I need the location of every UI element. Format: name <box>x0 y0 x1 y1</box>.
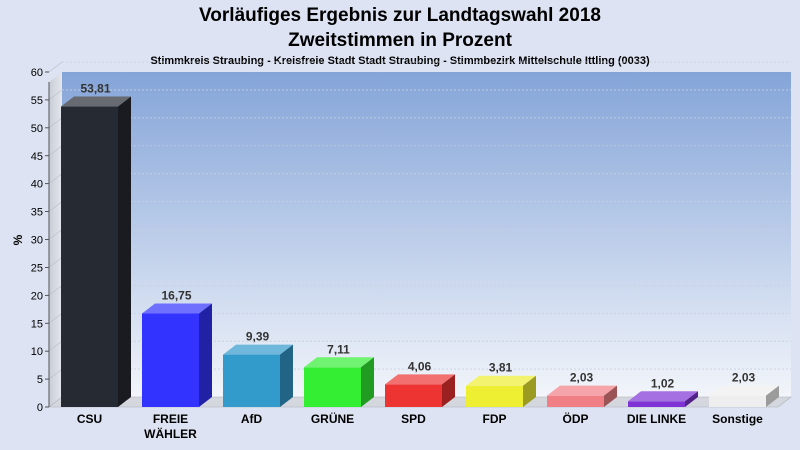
bar <box>385 374 455 407</box>
data-label: 53,81 <box>80 82 110 96</box>
gridline-side <box>48 368 63 380</box>
x-tick-label: DIE LINKE <box>627 412 686 426</box>
data-label: 2,03 <box>570 371 594 385</box>
x-tick-label: FREIE WÄHLER <box>144 412 197 441</box>
y-tick-label: 5 <box>37 374 43 386</box>
bar <box>304 357 374 407</box>
gridline-side <box>48 61 63 73</box>
bar-side <box>604 385 617 407</box>
bar-side <box>766 385 779 407</box>
bar-front <box>223 354 280 407</box>
bar-front <box>547 395 604 407</box>
bar-side <box>523 375 536 407</box>
gridline-side <box>48 340 63 352</box>
y-tick-label: 25 <box>31 262 43 274</box>
bar-side <box>199 303 212 407</box>
gridline-side <box>48 257 63 268</box>
bar-front <box>385 384 442 407</box>
bar-top <box>142 303 212 314</box>
gridline-side <box>48 285 63 296</box>
bar-top <box>223 344 293 355</box>
bar-side <box>280 344 293 407</box>
y-tick-label: 55 <box>31 95 43 107</box>
bar-side <box>685 391 698 407</box>
y-tick-label: 10 <box>31 346 43 358</box>
gridline-side <box>48 89 63 101</box>
bar-top <box>628 391 698 402</box>
data-label: 9,39 <box>246 330 270 344</box>
x-tick-label: FDP <box>483 412 507 426</box>
plot-area: 0 5 10 15 20 25 30 35 40 45 50 55 60 53,81 CSU 16,75 FRE… <box>31 61 792 441</box>
y-tick-label: 40 <box>31 179 43 191</box>
y-tick-label: 30 <box>31 235 43 247</box>
gridline-side <box>48 313 63 324</box>
bar <box>709 385 779 407</box>
data-label: 2,03 <box>732 371 756 385</box>
bar-front <box>304 367 361 407</box>
data-label: 3,81 <box>489 361 513 375</box>
gridline-side <box>48 173 63 184</box>
bar-front <box>628 401 685 407</box>
gridline-side <box>48 201 63 212</box>
gridline-side <box>48 229 63 240</box>
y-tick-label: 35 <box>31 207 43 219</box>
bar <box>61 96 131 407</box>
bar-front <box>61 106 118 407</box>
chart-subtitle: Zweitstimmen in Prozent <box>288 30 512 51</box>
x-tick-label: AfD <box>241 412 263 426</box>
bar-top <box>304 357 374 368</box>
y-tick-label: 45 <box>31 151 43 163</box>
chart-title: Vorläufiges Ergebnis zur Landtagswahl 20… <box>199 5 601 26</box>
chart-description: Stimmkreis Straubing - Kreisfreie Stadt … <box>150 55 650 67</box>
bar <box>628 391 698 407</box>
data-label: 16,75 <box>161 288 191 302</box>
plot-side-wall <box>49 72 62 407</box>
gridline-side <box>48 145 63 156</box>
x-tick-label: GRÜNE <box>311 411 354 426</box>
y-axis-label: % <box>11 234 25 245</box>
bar-top <box>547 385 617 396</box>
bar <box>223 344 293 407</box>
bar-top <box>466 375 536 386</box>
bar <box>142 303 212 407</box>
bar-side <box>361 357 374 407</box>
x-tick-label: Sonstige <box>712 412 763 426</box>
gridline-side <box>48 117 63 129</box>
bar-front <box>709 395 766 407</box>
bar-side <box>442 374 455 407</box>
bar <box>547 385 617 407</box>
x-tick-label: ÖDP <box>562 411 588 426</box>
data-label: 7,11 <box>327 342 350 356</box>
bar-top <box>61 96 131 107</box>
x-tick-label: SPD <box>401 412 426 426</box>
bar-side <box>118 96 131 407</box>
y-tick-label: 60 <box>31 67 43 79</box>
y-tick-label: 15 <box>31 318 43 330</box>
bar-front <box>466 385 523 407</box>
x-tick-label: CSU <box>77 412 102 426</box>
data-label: 4,06 <box>408 359 432 373</box>
bar <box>466 375 536 407</box>
y-tick-label: 20 <box>31 290 43 302</box>
data-label: 1,02 <box>651 376 675 390</box>
y-tick-label: 0 <box>37 402 43 414</box>
bar-front <box>142 313 199 407</box>
bar-top <box>385 374 455 385</box>
bar-top <box>709 385 779 396</box>
y-tick-label: 50 <box>31 123 43 135</box>
